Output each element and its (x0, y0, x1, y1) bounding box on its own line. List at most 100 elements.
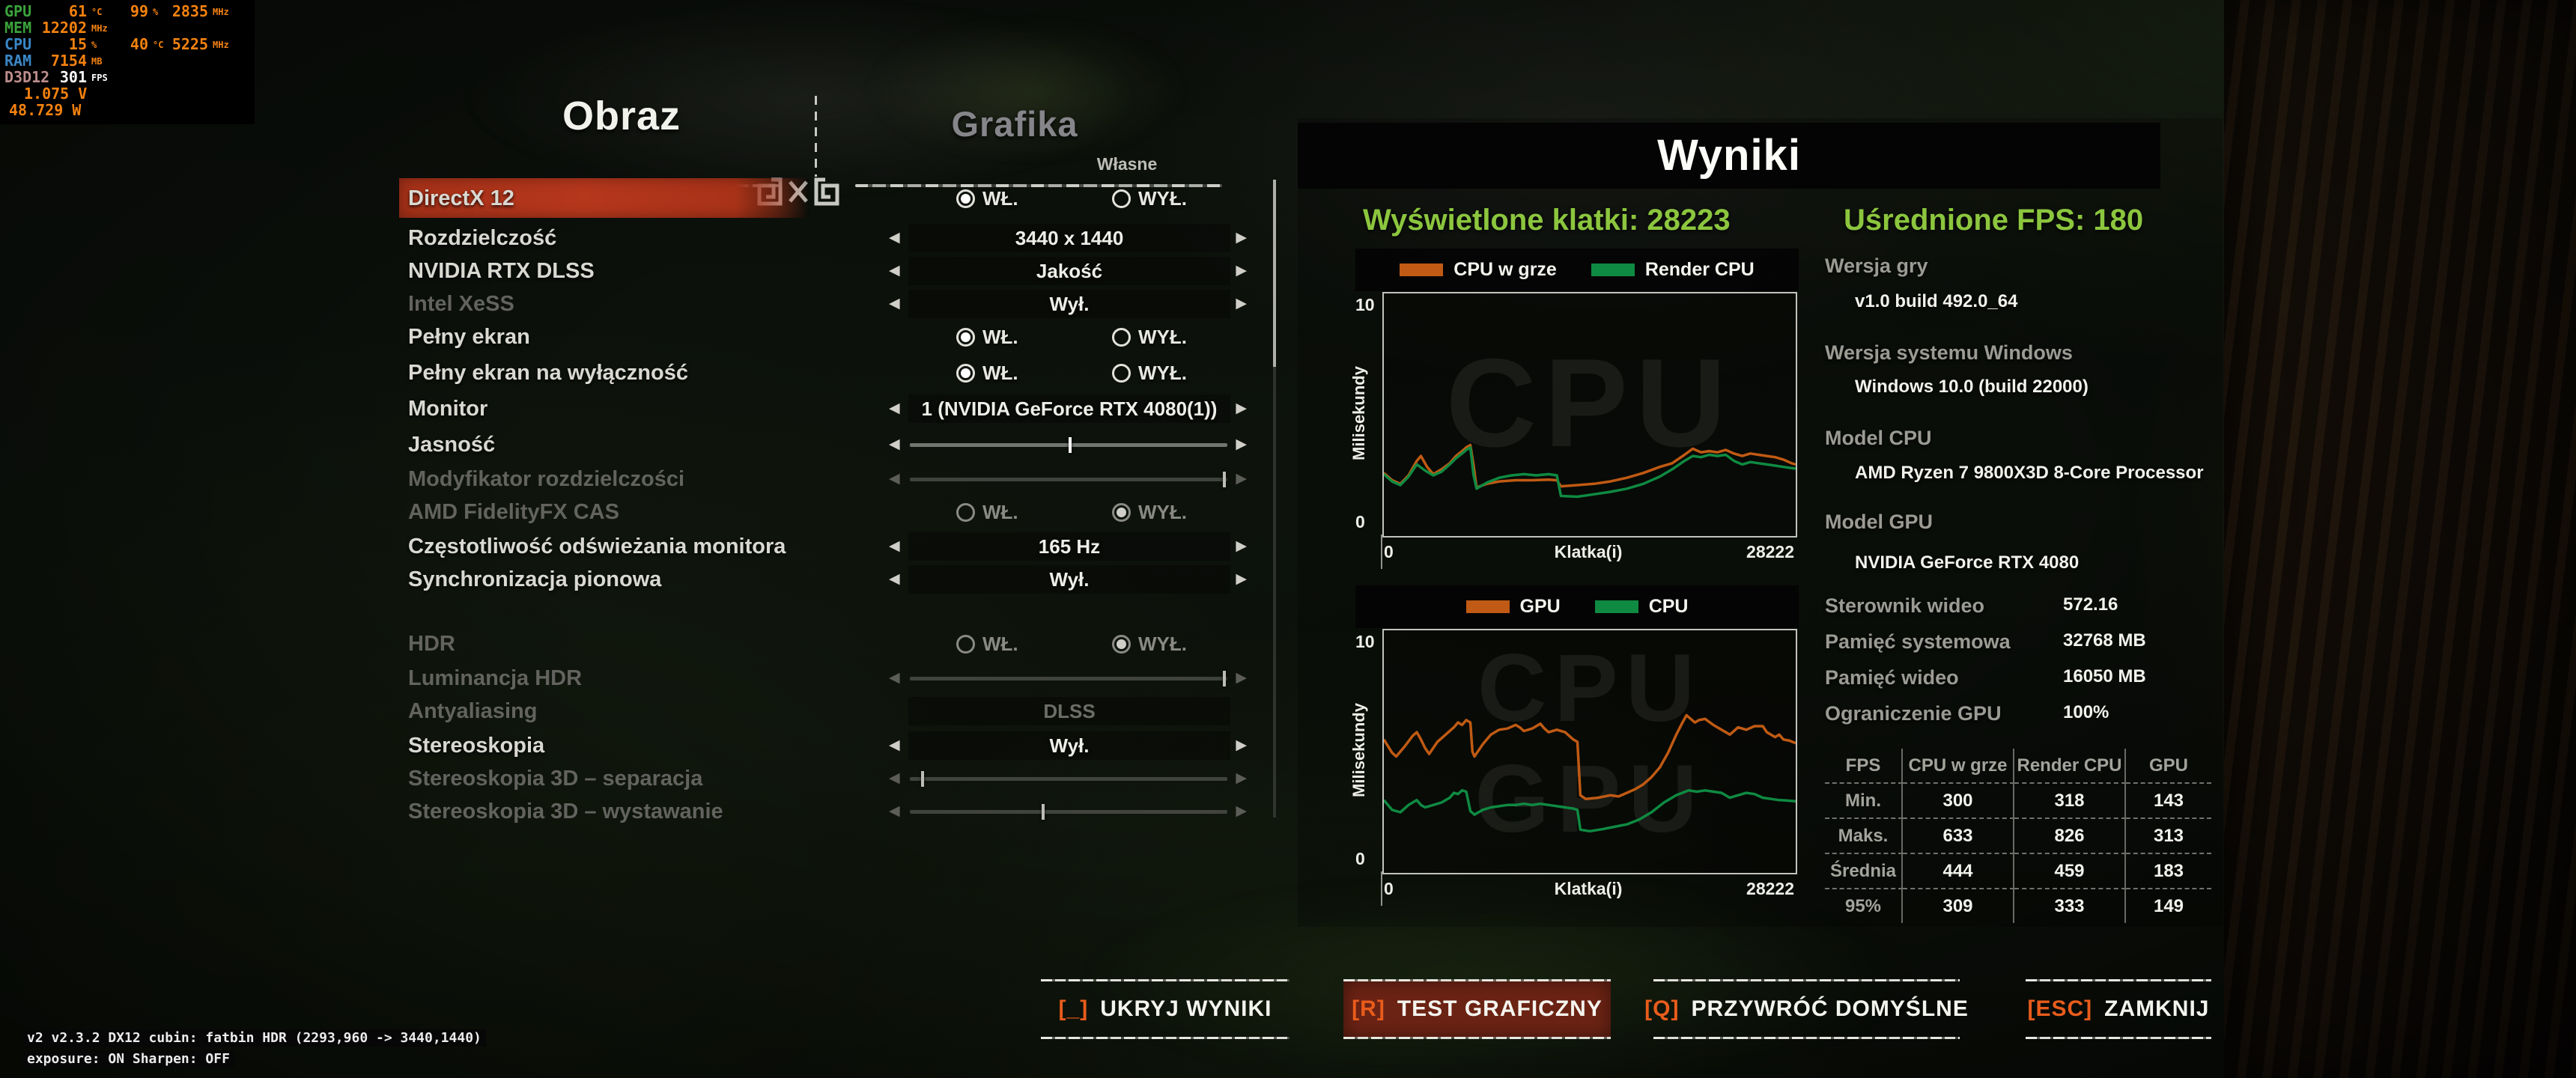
frames-rendered-caption: Wyświetlone klatki: (1363, 204, 1639, 237)
average-fps-stat: Uśrednione FPS: 180 (1844, 204, 2143, 237)
settings-row-intel-xess[interactable]: Intel XeSS ◀ ▶ Wył. (0, 287, 1303, 320)
sysinfo-pair-value: 572.16 (2063, 594, 2118, 615)
settings-row-nvidia-rtx-dlss[interactable]: NVIDIA RTX DLSS ◀ ▶ Jakość (0, 255, 1303, 287)
settings-row-luminancja-hdr[interactable]: Luminancja HDR ◀ ▶ (0, 662, 1303, 695)
sysinfo-pair-label: Pamięć systemowa (1825, 630, 2011, 653)
arrow-left-icon[interactable]: ◀ (889, 770, 900, 786)
overlay-unit: % (91, 40, 97, 50)
settings-row-cz-stotliwo-od-wie-ania-monitora[interactable]: Częstotliwość odświeżania monitora ◀ ▶ 165 … (0, 530, 1303, 563)
table-row-label: Maks. (1825, 817, 1903, 853)
slider-thumb[interactable] (1042, 804, 1045, 820)
slider-track[interactable] (910, 771, 1227, 787)
arrow-right-icon[interactable]: ▶ (1236, 538, 1247, 554)
radio-label: WŁ. (982, 632, 1018, 655)
settings-scrollbar-thumb[interactable] (1273, 180, 1276, 367)
radio-off[interactable]: WYŁ. (1112, 627, 1187, 660)
settings-row-monitor[interactable]: Monitor ◀ ▶ 1 (NVIDIA GeForce RTX 4080(1)) (0, 392, 1303, 425)
value-background (908, 224, 1230, 252)
arrow-right-icon[interactable]: ▶ (1236, 737, 1247, 753)
arrow-right-icon[interactable]: ▶ (1236, 296, 1247, 311)
slider-thumb[interactable] (1222, 472, 1226, 487)
settings-row-stereoskopia[interactable]: Stereoskopia ◀ ▶ Wył. (0, 729, 1303, 762)
slider-track[interactable] (910, 437, 1227, 453)
radio-off[interactable]: WYŁ. (1112, 356, 1187, 389)
settings-value: ◀ ▶ Jakość (887, 255, 1247, 287)
arrow-right-icon[interactable]: ▶ (1236, 401, 1247, 416)
key-hint: [_] (1058, 996, 1089, 1021)
arrow-left-icon[interactable]: ◀ (889, 538, 900, 554)
slider-thumb[interactable] (1069, 437, 1072, 453)
radio-on[interactable]: WŁ. (956, 496, 1018, 529)
radio-on[interactable]: WŁ. (956, 356, 1018, 389)
tab-obraz[interactable]: Obraz (562, 94, 681, 138)
table-value-cell: 826 (2014, 817, 2126, 853)
arrow-right-icon[interactable]: ▶ (1236, 471, 1247, 487)
settings-value: ◀ ▶ (887, 463, 1247, 496)
slider-track[interactable] (910, 671, 1227, 686)
close-button[interactable]: [ESC] ZAMKNIJ (2026, 979, 2211, 1039)
radio-on[interactable]: WŁ. (956, 182, 1018, 215)
radio-on[interactable]: WŁ. (956, 627, 1018, 660)
arrow-left-icon[interactable]: ◀ (889, 471, 900, 487)
arrow-right-icon[interactable]: ▶ (1236, 670, 1247, 686)
hide-results-button[interactable]: [_] UKRYJ WYNIKI (1041, 979, 1289, 1039)
arrow-left-icon[interactable]: ◀ (889, 230, 900, 246)
radio-off[interactable]: WYŁ. (1112, 182, 1187, 215)
settings-scrollbar[interactable] (1273, 180, 1276, 817)
restore-defaults-button[interactable]: [Q] PRZYWRÓĆ DOMYŚLNE (1644, 979, 1968, 1039)
arrow-left-icon[interactable]: ◀ (889, 401, 900, 416)
y-tick-min: 0 (1355, 849, 1365, 868)
settings-row-stereoskopia-3d-separacja[interactable]: Stereoskopia 3D – separacja ◀ ▶ (0, 762, 1303, 795)
settings-row-jasno-[interactable]: Jasność ◀ ▶ (0, 428, 1303, 461)
tab-grafika[interactable]: Grafika (951, 104, 1078, 144)
arrow-right-icon[interactable]: ▶ (1236, 571, 1247, 587)
frames-rendered-stat: Wyświetlone klatki: 28223 (1363, 204, 1731, 237)
radio-on[interactable]: WŁ. (956, 320, 1018, 353)
settings-row-stereoskopia-3d-wystawanie[interactable]: Stereoskopia 3D – wystawanie ◀ ▶ (0, 795, 1303, 828)
overlay-extra-row: 1.075 V (24, 85, 88, 103)
arrow-left-icon[interactable]: ◀ (889, 571, 900, 587)
radio-circle-icon (1112, 502, 1131, 522)
settings-row-synchronizacja-pionowa[interactable]: Synchronizacja pionowa ◀ ▶ Wył. (0, 563, 1303, 596)
overlay-unit: % (153, 7, 159, 17)
debug-line-2: exposure: ON Sharpen: OFF (22, 1050, 234, 1068)
table-row-label: 95% (1825, 888, 1903, 923)
slider-thumb[interactable] (920, 771, 924, 787)
tab-divider (815, 96, 817, 177)
arrow-left-icon[interactable]: ◀ (889, 296, 900, 311)
settings-row-directx-12[interactable]: DirectX 12 WŁ. WYŁ. (0, 178, 1303, 218)
series-line-render-cpu (1384, 448, 1796, 497)
settings-row-pe-ny-ekran-na-wy-czno-[interactable]: Pełny ekran na wyłączność WŁ. WYŁ. (0, 356, 1303, 389)
arrow-left-icon[interactable]: ◀ (889, 803, 900, 819)
settings-row-antyaliasing[interactable]: Antyaliasing DLSS (0, 695, 1303, 728)
overlay-extra-row: 48.729 W (9, 101, 82, 119)
graphics-test-button[interactable]: [R] TEST GRAFICZNY (1343, 979, 1611, 1039)
settings-row-pe-ny-ekran[interactable]: Pełny ekran WŁ. WYŁ. (0, 320, 1303, 353)
settings-label: Częstotliwość odświeżania monitora (408, 535, 786, 558)
legend-item: CPU (1594, 596, 1688, 618)
slider-track[interactable] (910, 472, 1227, 487)
settings-row-modyfikator-rozdzielczo-ci[interactable]: Modyfikator rozdzielczości ◀ ▶ (0, 463, 1303, 496)
arrow-left-icon[interactable]: ◀ (889, 737, 900, 753)
settings-row-hdr[interactable]: HDR WŁ. WYŁ. (0, 627, 1303, 660)
slider-track[interactable] (910, 804, 1227, 820)
radio-off[interactable]: WYŁ. (1112, 320, 1187, 353)
arrow-left-icon[interactable]: ◀ (889, 436, 900, 452)
arrow-right-icon[interactable]: ▶ (1236, 803, 1247, 819)
slider-thumb[interactable] (1222, 671, 1226, 686)
settings-label: AMD FidelityFX CAS (408, 500, 619, 524)
performance-overlay-rows: GPU 61 °C 99% 2835 MHz MEM 12202 MHz CPU 15% 40 °C 52… (3, 3, 250, 85)
table-value-cell: 149 (2126, 888, 2211, 923)
settings-label: DirectX 12 (408, 186, 514, 210)
arrow-left-icon[interactable]: ◀ (889, 263, 900, 278)
arrow-left-icon[interactable]: ◀ (889, 670, 900, 686)
value-text: Wył. (1049, 568, 1090, 591)
arrow-right-icon[interactable]: ▶ (1236, 230, 1247, 246)
radio-off[interactable]: WYŁ. (1112, 496, 1187, 529)
value-text: Wył. (1049, 734, 1090, 757)
arrow-right-icon[interactable]: ▶ (1236, 770, 1247, 786)
arrow-right-icon[interactable]: ▶ (1236, 263, 1247, 278)
settings-row-rozdzielczo-[interactable]: Rozdzielczość ◀ ▶ 3440 x 1440 (0, 222, 1303, 255)
arrow-right-icon[interactable]: ▶ (1236, 436, 1247, 452)
settings-row-amd-fidelityfx-cas[interactable]: AMD FidelityFX CAS WŁ. WYŁ. (0, 496, 1303, 529)
